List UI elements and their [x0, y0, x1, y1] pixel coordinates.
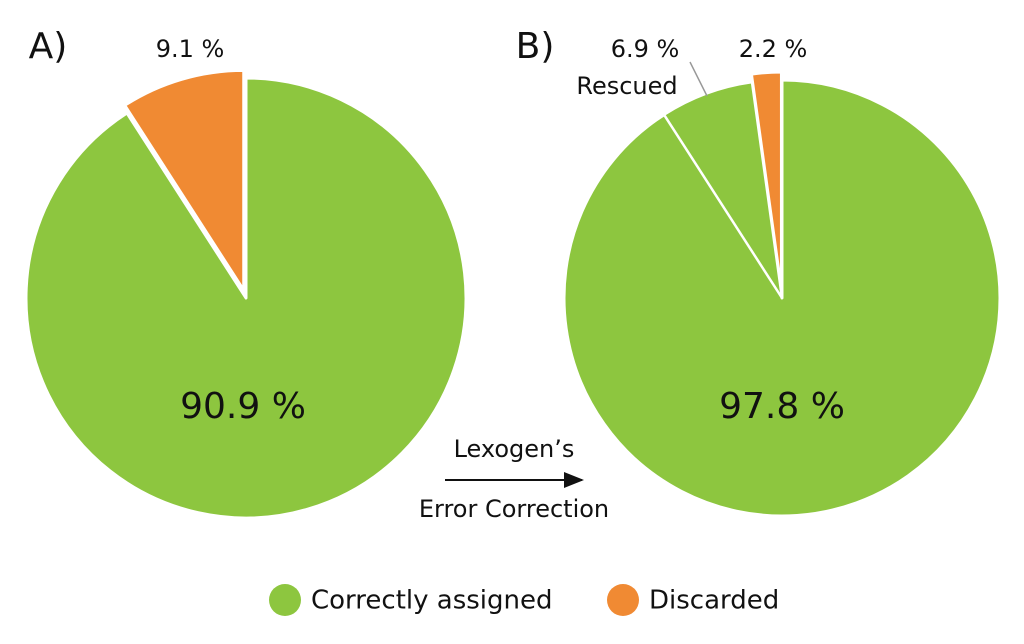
rescued-label: Rescued — [576, 72, 677, 100]
value-label: 90.9 % — [180, 386, 306, 427]
legend-swatch — [607, 584, 639, 616]
arrow-label: Error Correction — [419, 495, 609, 523]
legend-label: Correctly assigned — [311, 586, 553, 616]
value-label: 9.1 % — [156, 35, 225, 63]
pie-slice — [123, 68, 246, 292]
pie-slice — [24, 76, 468, 520]
legend-label: Discarded — [649, 586, 779, 616]
chart-title: B) — [516, 26, 555, 67]
value-label: 97.8 % — [719, 386, 845, 427]
rescued-value-label: 6.9 % — [611, 35, 680, 63]
value-label: 2.2 % — [739, 35, 808, 63]
arrow-label: Lexogen’s — [454, 435, 575, 463]
chart-title: A) — [29, 26, 68, 67]
legend-swatch — [269, 584, 301, 616]
leader-line — [689, 61, 708, 97]
